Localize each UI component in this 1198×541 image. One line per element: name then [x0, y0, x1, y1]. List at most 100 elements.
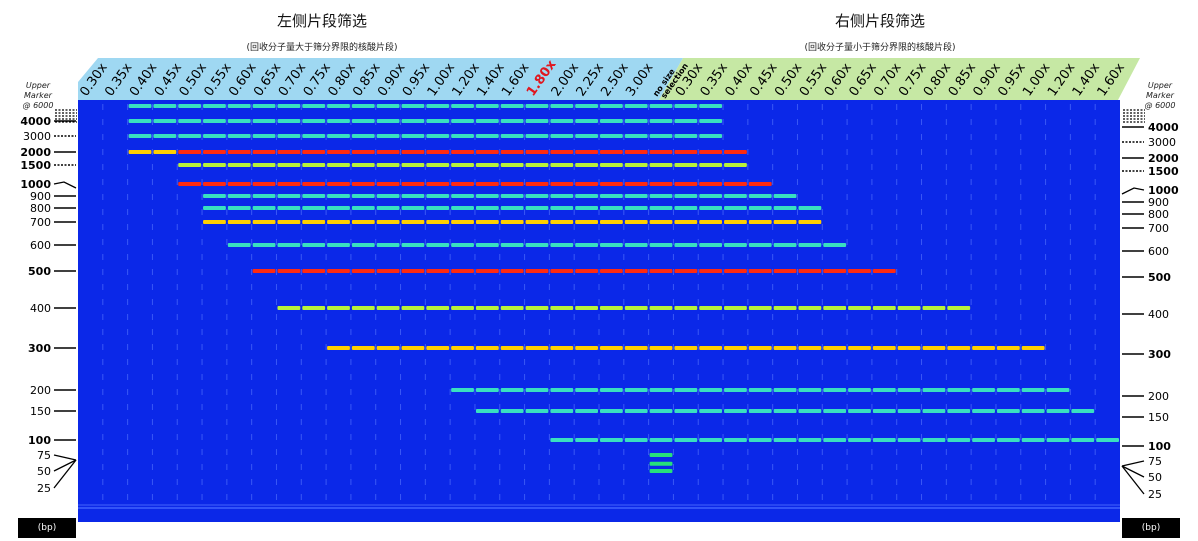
band	[575, 220, 598, 224]
band	[624, 206, 648, 210]
band	[475, 194, 499, 198]
band	[401, 269, 425, 273]
band	[451, 163, 474, 167]
ladder-label: 200	[1148, 390, 1169, 403]
band	[575, 194, 598, 198]
band	[748, 306, 772, 310]
band	[624, 150, 648, 154]
band	[699, 150, 723, 154]
band	[699, 104, 723, 108]
ladder-tick	[53, 459, 77, 489]
ladder-label: 150	[1148, 411, 1169, 424]
band	[525, 220, 549, 224]
band	[550, 206, 574, 210]
band	[128, 104, 152, 108]
band	[575, 134, 598, 138]
band	[500, 306, 524, 310]
band	[426, 119, 450, 123]
band	[426, 194, 450, 198]
band	[451, 269, 474, 273]
band	[178, 163, 202, 167]
band	[376, 150, 400, 154]
band	[922, 388, 946, 392]
band	[798, 438, 822, 442]
band	[600, 346, 623, 350]
band	[252, 163, 276, 167]
band	[277, 269, 301, 273]
ladder-tick	[1121, 187, 1145, 195]
band	[351, 306, 375, 310]
band	[203, 150, 226, 154]
band	[848, 409, 871, 413]
band	[550, 119, 574, 123]
band	[624, 346, 648, 350]
band	[972, 438, 995, 442]
band	[724, 220, 747, 224]
band	[500, 119, 524, 123]
band	[1046, 438, 1070, 442]
marker-header: Upper	[26, 81, 51, 90]
band	[550, 150, 574, 154]
ladder-label: 900	[30, 190, 51, 203]
band	[227, 104, 251, 108]
band-reference	[649, 438, 673, 442]
band	[401, 163, 425, 167]
band	[1021, 438, 1045, 442]
band	[327, 306, 350, 310]
band	[327, 119, 350, 123]
band	[252, 206, 276, 210]
ladder-label: 1000	[20, 178, 51, 191]
band	[947, 306, 971, 310]
band	[1046, 388, 1070, 392]
band	[302, 104, 326, 108]
band	[302, 269, 326, 273]
band	[823, 388, 847, 392]
band	[575, 150, 598, 154]
band-reference	[649, 206, 673, 210]
band	[451, 194, 474, 198]
band	[624, 163, 648, 167]
band	[451, 182, 474, 186]
band	[451, 220, 474, 224]
band	[624, 220, 648, 224]
band	[475, 346, 499, 350]
band	[848, 346, 871, 350]
band	[624, 409, 648, 413]
band	[500, 134, 524, 138]
band	[674, 346, 698, 350]
band	[525, 346, 549, 350]
band	[724, 269, 747, 273]
band	[550, 306, 574, 310]
band	[351, 269, 375, 273]
ladder-label: 200	[30, 384, 51, 397]
band	[302, 194, 326, 198]
band	[327, 220, 350, 224]
band	[922, 306, 946, 310]
band	[575, 438, 598, 442]
ladder-label: 150	[30, 405, 51, 418]
band	[1071, 409, 1095, 413]
band	[575, 182, 598, 186]
band	[401, 346, 425, 350]
band	[426, 163, 450, 167]
gel-front	[78, 507, 1120, 509]
band-reference	[649, 220, 673, 224]
band	[699, 243, 723, 247]
band	[525, 194, 549, 198]
marker-header: @ 6000	[23, 101, 54, 110]
ladder-label: 25	[37, 482, 51, 495]
band-reference	[649, 306, 673, 310]
ladder-tick	[1121, 465, 1145, 495]
band	[277, 150, 301, 154]
band	[401, 306, 425, 310]
band	[624, 104, 648, 108]
band	[277, 134, 301, 138]
band	[500, 163, 524, 167]
band	[773, 269, 797, 273]
band	[674, 243, 698, 247]
band	[252, 104, 276, 108]
band	[600, 388, 623, 392]
band	[426, 150, 450, 154]
